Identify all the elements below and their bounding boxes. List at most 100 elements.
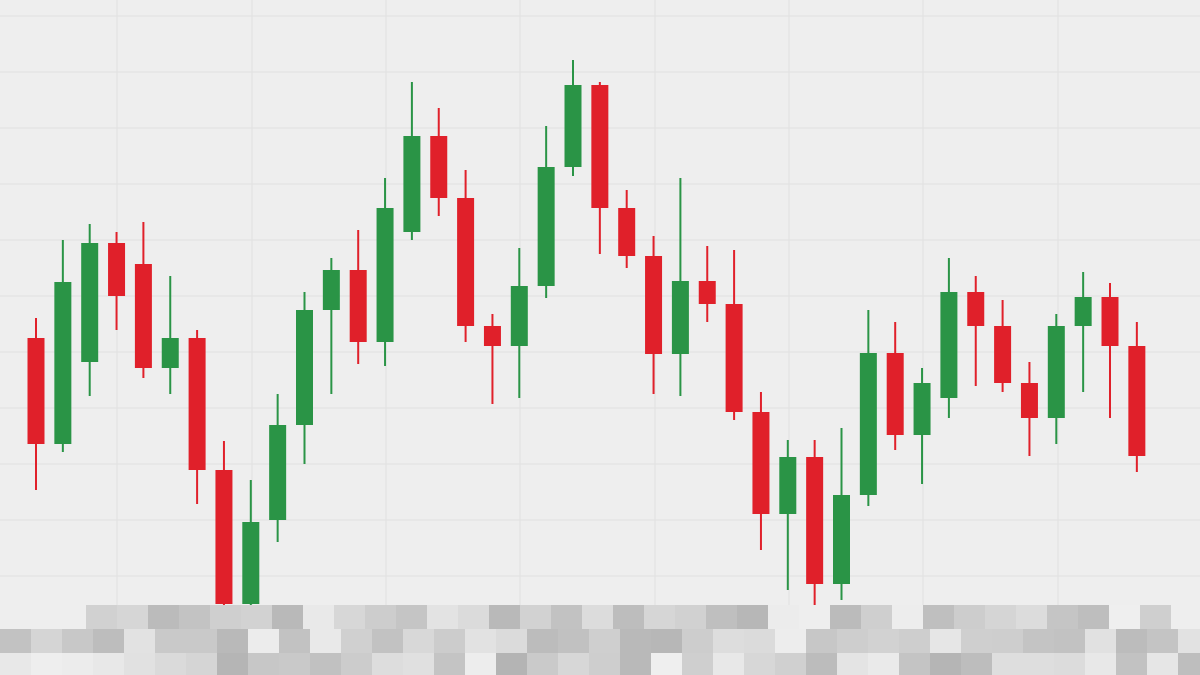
mosaic-tile <box>899 653 930 675</box>
mosaic-tile <box>868 629 899 653</box>
mosaic-tile <box>775 653 806 675</box>
mosaic-tile <box>248 629 279 653</box>
candle-body <box>403 136 421 232</box>
mosaic-tile <box>899 629 930 653</box>
mosaic-tile <box>992 653 1023 675</box>
mosaic-tile <box>496 629 527 653</box>
mosaic-tile <box>830 605 861 629</box>
candle-body <box>483 326 501 346</box>
mosaic-tile <box>892 605 923 629</box>
mosaic-tile <box>434 629 465 653</box>
mosaic-tile <box>93 653 124 675</box>
candle-body <box>1101 297 1119 346</box>
mosaic-tile <box>1085 653 1116 675</box>
mosaic-tile <box>520 605 551 629</box>
mosaic-tile <box>403 629 434 653</box>
mosaic-tile <box>985 605 1016 629</box>
candle-body <box>591 85 609 208</box>
mosaic-tile <box>372 653 403 675</box>
candle-body <box>1074 297 1092 326</box>
mosaic-tile <box>1023 653 1054 675</box>
mosaic-tile <box>217 629 248 653</box>
mosaic-tile <box>186 629 217 653</box>
candle-body <box>779 457 797 514</box>
mosaic-tile <box>31 629 62 653</box>
candle-body <box>376 208 394 342</box>
mosaic-tile <box>303 605 334 629</box>
mosaic-tile <box>682 629 713 653</box>
candle-body <box>188 338 206 470</box>
candle-body <box>134 264 152 368</box>
mosaic-tile <box>644 605 675 629</box>
mosaic-tile <box>372 629 403 653</box>
mosaic-tile <box>1116 629 1147 653</box>
mosaic-tile <box>117 605 148 629</box>
candle-body <box>27 338 45 444</box>
mosaic-tile <box>272 605 303 629</box>
candle-body <box>913 383 931 435</box>
mosaic-tile <box>334 605 365 629</box>
mosaic-tile <box>365 605 396 629</box>
mosaic-tile <box>210 605 241 629</box>
candle-body <box>457 198 475 326</box>
candle-body <box>859 353 877 495</box>
mosaic-tile <box>923 605 954 629</box>
mosaic-tile <box>62 629 93 653</box>
mosaic-tile <box>62 653 93 675</box>
mosaic-tile <box>155 653 186 675</box>
candle-body <box>671 281 689 354</box>
candle-body <box>349 270 367 342</box>
mosaic-tile <box>1085 629 1116 653</box>
mosaic-tile <box>465 629 496 653</box>
mosaic-tile <box>465 653 496 675</box>
mosaic-tile <box>1016 605 1047 629</box>
mosaic-tile <box>1047 605 1078 629</box>
candle-body <box>215 470 233 604</box>
mosaic-tile <box>682 653 713 675</box>
mosaic-tile <box>241 605 272 629</box>
candle-body <box>645 256 663 354</box>
mosaic-tile <box>806 653 837 675</box>
candle-body <box>108 243 126 296</box>
candle-body <box>967 292 985 326</box>
candles <box>27 60 1146 622</box>
candle-body <box>242 522 260 604</box>
mosaic-tile <box>1178 653 1200 675</box>
mosaic-tile <box>651 629 682 653</box>
candle-body <box>752 412 770 514</box>
candle-body <box>537 167 555 286</box>
mosaic-tile <box>651 653 682 675</box>
candle-body <box>54 282 72 444</box>
mosaic-tile <box>837 629 868 653</box>
mosaic-tile <box>86 605 117 629</box>
mosaic-tile <box>179 605 210 629</box>
candle-body <box>725 304 743 412</box>
mosaic-tile <box>489 605 520 629</box>
mosaic-tile <box>613 605 644 629</box>
mosaic-tile <box>279 653 310 675</box>
mosaic-tile <box>403 653 434 675</box>
mosaic-tile <box>248 653 279 675</box>
candle-body <box>322 270 340 310</box>
mosaic-tile <box>1147 629 1178 653</box>
mosaic-tile <box>396 605 427 629</box>
mosaic-tile <box>1116 653 1147 675</box>
candle-body <box>940 292 958 398</box>
mosaic-tile <box>186 653 217 675</box>
candle-body <box>296 310 313 425</box>
mosaic-tile <box>961 629 992 653</box>
mosaic-tile <box>768 605 799 629</box>
mosaic-tile <box>675 605 706 629</box>
candle-body <box>510 286 528 346</box>
mosaic-tile <box>868 653 899 675</box>
candle-body <box>618 208 636 256</box>
candle-body <box>81 243 99 362</box>
mosaic-tile <box>527 629 558 653</box>
candle-body <box>806 457 824 584</box>
candle-body <box>1047 326 1065 418</box>
mosaic-tile <box>861 605 892 629</box>
mosaic-tile <box>930 629 961 653</box>
mosaic-tile <box>1023 629 1054 653</box>
